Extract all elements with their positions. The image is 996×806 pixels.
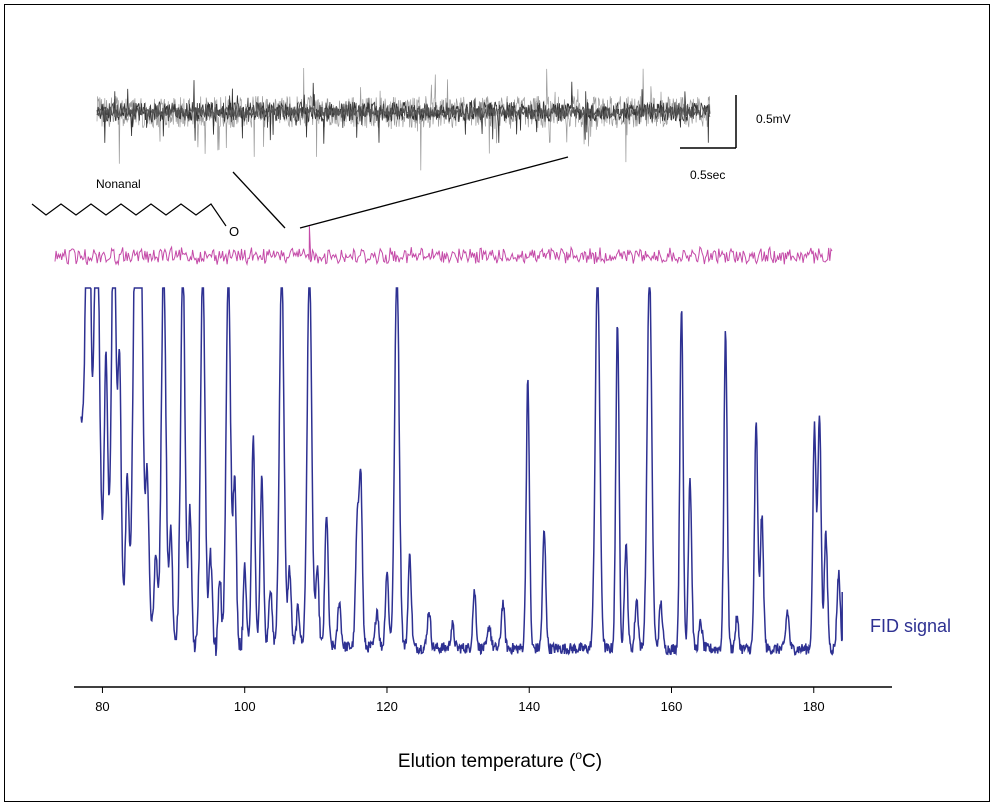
molecule-name: Nonanal	[96, 177, 141, 191]
x-tick-label: 120	[376, 699, 398, 714]
x-tick-label: 100	[234, 699, 256, 714]
x-axis-label-text: Elution temperature (	[398, 751, 576, 772]
zoom-connector-left	[232, 171, 286, 229]
ephys-recording-trace	[96, 67, 711, 171]
ead-response-line	[54, 225, 833, 267]
nonanal-carbon-chain	[31, 203, 227, 227]
ead-response-trace	[54, 225, 833, 267]
x-tick-label: 140	[518, 699, 540, 714]
x-axis: 80 100 120 140 160 180	[74, 686, 892, 714]
zoom-connector-right	[299, 156, 569, 229]
x-tick-label: 80	[95, 699, 109, 714]
x-axis-label-unit: C)	[582, 751, 602, 772]
nonanal-structure: O Nonanal	[31, 177, 239, 239]
fid-signal-line	[80, 287, 843, 656]
x-tick-label: 160	[661, 699, 683, 714]
oxygen-atom-label: O	[229, 224, 239, 239]
fid-signal-label: FID signal	[870, 616, 951, 636]
scale-bar: 0.5mV 0.5sec	[680, 95, 791, 182]
scale-bar-voltage-label: 0.5mV	[756, 112, 791, 126]
fid-signal-trace	[80, 287, 843, 656]
x-axis-label: Elution temperature (oC)	[398, 748, 602, 772]
x-axis-label-degree: o	[575, 748, 582, 762]
scale-bar-time-label: 0.5sec	[690, 168, 725, 182]
ephys-line	[96, 106, 711, 119]
x-tick-label: 180	[803, 699, 825, 714]
ephys-line	[96, 80, 711, 144]
figure-frame	[4, 4, 990, 802]
